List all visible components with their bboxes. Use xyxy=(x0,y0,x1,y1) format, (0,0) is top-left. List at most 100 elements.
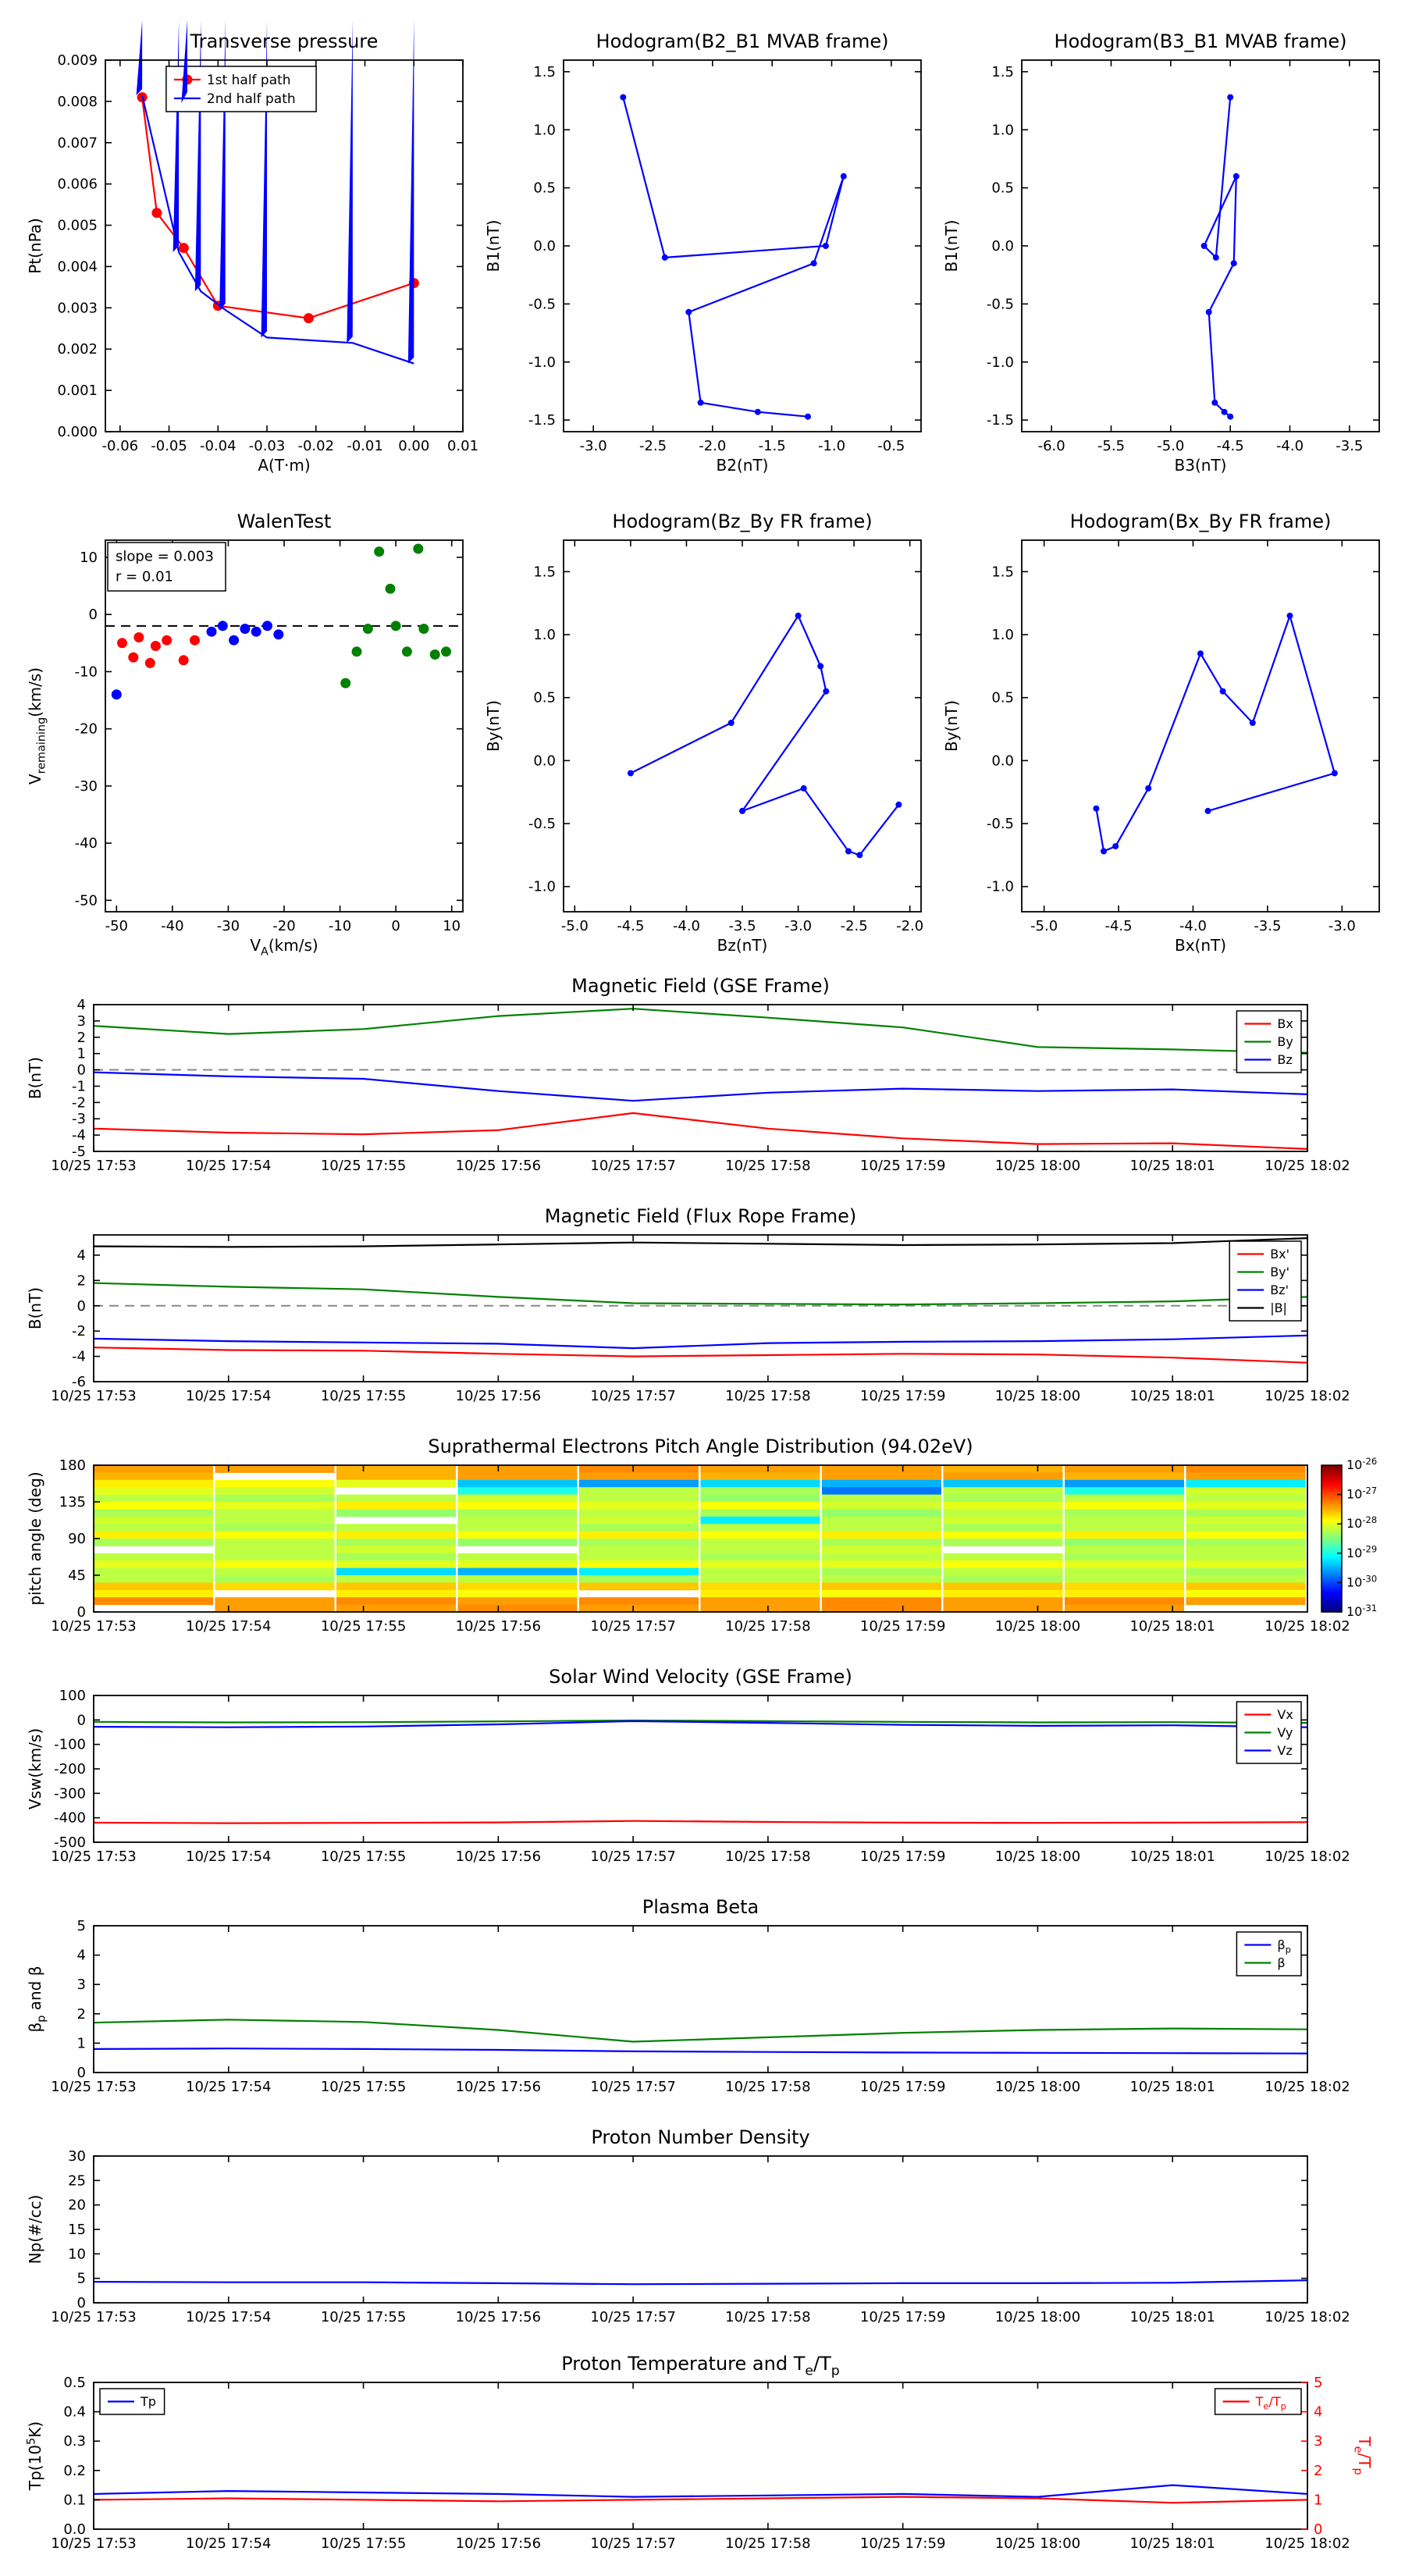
svg-text:10/25 17:58: 10/25 17:58 xyxy=(725,1848,810,1865)
svg-text:Plasma Beta: Plasma Beta xyxy=(642,1896,759,1918)
svg-text:Magnetic Field (Flux Rope Fram: Magnetic Field (Flux Rope Frame) xyxy=(545,1205,856,1227)
svg-text:45: 45 xyxy=(68,1567,86,1584)
svg-text:r = 0.01: r = 0.01 xyxy=(116,568,173,585)
plasma_beta-svg: 10/25 17:53 10/25 17:54 10/25 17:55 10/25 1… xyxy=(26,1896,1350,2095)
svg-text:-200: -200 xyxy=(54,1761,86,1777)
svg-text:-1.5: -1.5 xyxy=(759,438,786,454)
svg-text:β: β xyxy=(1277,1955,1285,1970)
svg-text:10-28: 10-28 xyxy=(1346,1514,1377,1531)
svg-text:By(nT): By(nT) xyxy=(484,700,503,752)
svg-text:10/25 17:54: 10/25 17:54 xyxy=(186,1848,271,1865)
svg-text:B3(nT): B3(nT) xyxy=(1175,456,1227,475)
magnetic-field-flux-rope-chart: 10/25 17:53 10/25 17:54 10/25 17:55 10/25 1… xyxy=(23,1202,1385,1425)
svg-text:-10: -10 xyxy=(329,918,351,934)
svg-text:-3.5: -3.5 xyxy=(1254,918,1281,934)
svg-text:10/25 17:54: 10/25 17:54 xyxy=(186,2535,271,2552)
svg-text:30: 30 xyxy=(68,2148,86,2165)
svg-text:10/25 17:57: 10/25 17:57 xyxy=(590,2309,675,2325)
svg-text:1.5: 1.5 xyxy=(991,564,1014,580)
svg-text:10: 10 xyxy=(443,918,461,934)
solar-wind-velocity-chart: 10/25 17:53 10/25 17:54 10/25 17:55 10/25 1… xyxy=(23,1663,1385,1885)
svg-text:0: 0 xyxy=(77,2065,86,2081)
svg-text:5: 5 xyxy=(1314,2375,1322,2391)
svg-text:0.0: 0.0 xyxy=(63,2521,86,2538)
svg-text:0.5: 0.5 xyxy=(63,2375,86,2391)
svg-text:-0.5: -0.5 xyxy=(528,816,556,832)
svg-text:0.0: 0.0 xyxy=(991,753,1014,769)
svg-text:0.01: 0.01 xyxy=(447,438,478,454)
svg-text:0.0: 0.0 xyxy=(533,238,556,254)
svg-text:0.007: 0.007 xyxy=(57,135,98,151)
svg-text:10/25 17:54: 10/25 17:54 xyxy=(186,1158,271,1174)
svg-text:10/25 17:59: 10/25 17:59 xyxy=(860,2535,945,2552)
svg-text:Hodogram(B3_B1 MVAB frame): Hodogram(B3_B1 MVAB frame) xyxy=(1055,30,1347,52)
svg-text:10/25 17:54: 10/25 17:54 xyxy=(186,1618,271,1635)
svg-text:10/25 17:54: 10/25 17:54 xyxy=(186,2309,271,2325)
svg-text:Te/Tp: Te/Tp xyxy=(1255,2394,1286,2412)
svg-text:0: 0 xyxy=(77,1062,86,1079)
svg-text:10/25 17:57: 10/25 17:57 xyxy=(590,1158,675,1174)
svg-text:0: 0 xyxy=(391,918,400,934)
svg-text:10/25 18:00: 10/25 18:00 xyxy=(995,2309,1080,2325)
svg-text:2nd half path: 2nd half path xyxy=(207,91,296,107)
hodogram-b3-b1-chart: -6.0 -5.5 -5.0 -4.5 -4.0 -3.5 -1.5 -1.0 -0.5 0.0 0… xyxy=(940,20,1396,480)
svg-text:2: 2 xyxy=(77,1272,86,1289)
proton-temperature-chart: 10/25 17:53 10/25 17:54 10/25 17:55 10/25 1… xyxy=(23,2350,1385,2572)
svg-text:-2.0: -2.0 xyxy=(699,438,726,454)
svg-text:10/25 17:58: 10/25 17:58 xyxy=(725,2309,810,2325)
svg-text:Vx: Vx xyxy=(1277,1707,1293,1722)
svg-text:Bx': Bx' xyxy=(1270,1247,1289,1261)
hodogram-b2-b1-chart: -3.0 -2.5 -2.0 -1.5 -1.0 -0.5 -1.5 -1.0 -0.5 0.0 0… xyxy=(482,20,938,480)
svg-text:4: 4 xyxy=(1314,2404,1322,2421)
proton_number_density-svg: 10/25 17:53 10/25 17:54 10/25 17:55 10/25 1… xyxy=(26,2126,1350,2325)
svg-text:-0.05: -0.05 xyxy=(151,438,187,454)
svg-text:-2: -2 xyxy=(72,1323,86,1340)
svg-text:4: 4 xyxy=(77,997,86,1013)
svg-text:10/25 18:00: 10/25 18:00 xyxy=(995,1158,1080,1174)
pitch_angle_distribution-svg: 10/25 17:53 10/25 17:54 10/25 17:55 10/25 1… xyxy=(26,1436,1377,1635)
svg-text:10/25 17:59: 10/25 17:59 xyxy=(860,2079,945,2095)
svg-text:10/25 17:55: 10/25 17:55 xyxy=(321,1848,406,1865)
svg-text:1: 1 xyxy=(77,1046,86,1062)
svg-text:2: 2 xyxy=(77,1030,86,1046)
svg-text:Bz: Bz xyxy=(1277,1052,1292,1067)
svg-text:-4: -4 xyxy=(72,1127,86,1144)
svg-text:-0.5: -0.5 xyxy=(528,296,556,312)
svg-text:10/25 17:57: 10/25 17:57 xyxy=(590,1388,675,1404)
svg-text:10-30: 10-30 xyxy=(1346,1573,1377,1589)
svg-text:-10: -10 xyxy=(75,664,98,680)
svg-text:B(nT): B(nT) xyxy=(26,1287,44,1329)
svg-text:1.0: 1.0 xyxy=(991,627,1014,643)
svg-text:Hodogram(Bx_By FR frame): Hodogram(Bx_By FR frame) xyxy=(1070,511,1332,532)
svg-text:-1.5: -1.5 xyxy=(528,412,556,429)
svg-text:-40: -40 xyxy=(75,835,98,852)
svg-text:Bx: Bx xyxy=(1277,1016,1293,1031)
svg-text:10/25 17:57: 10/25 17:57 xyxy=(590,2535,675,2552)
svg-text:pitch angle (deg): pitch angle (deg) xyxy=(26,1471,44,1605)
svg-text:|B|: |B| xyxy=(1270,1300,1287,1315)
svg-text:10/25 17:57: 10/25 17:57 xyxy=(590,1848,675,1865)
svg-text:0.002: 0.002 xyxy=(57,341,98,358)
svg-text:0.0: 0.0 xyxy=(991,238,1014,254)
svg-text:10/25 17:55: 10/25 17:55 xyxy=(321,1158,406,1174)
svg-text:1.5: 1.5 xyxy=(533,64,556,80)
solar_wind_velocity-svg: 10/25 17:53 10/25 17:54 10/25 17:55 10/25 1… xyxy=(26,1666,1350,1865)
svg-text:10/25 17:56: 10/25 17:56 xyxy=(456,2309,541,2325)
svg-text:10: 10 xyxy=(68,2246,86,2262)
walen-test-chart: -50 -40 -30 -20 -10 0 10 -50 -40 -30 -20 -10 0 10 Wale… xyxy=(23,500,480,960)
svg-text:10/25 18:00: 10/25 18:00 xyxy=(995,2079,1080,2095)
svg-text:10/25 18:01: 10/25 18:01 xyxy=(1129,1618,1215,1635)
svg-text:0.006: 0.006 xyxy=(57,176,98,193)
svg-text:0.3: 0.3 xyxy=(63,2433,86,2450)
svg-text:-5: -5 xyxy=(72,1144,86,1160)
svg-text:Tp: Tp xyxy=(140,2394,156,2409)
svg-text:1.5: 1.5 xyxy=(533,564,556,580)
svg-text:βp and β: βp and β xyxy=(26,1966,48,2032)
svg-text:10-26: 10-26 xyxy=(1346,1456,1377,1472)
svg-text:-3.5: -3.5 xyxy=(1336,438,1363,454)
svg-text:10/25 17:56: 10/25 17:56 xyxy=(456,1158,541,1174)
svg-text:-2.0: -2.0 xyxy=(896,918,923,934)
svg-text:100: 100 xyxy=(59,1688,86,1704)
svg-text:-0.5: -0.5 xyxy=(987,296,1014,312)
svg-text:10/25 17:59: 10/25 17:59 xyxy=(860,1158,945,1174)
